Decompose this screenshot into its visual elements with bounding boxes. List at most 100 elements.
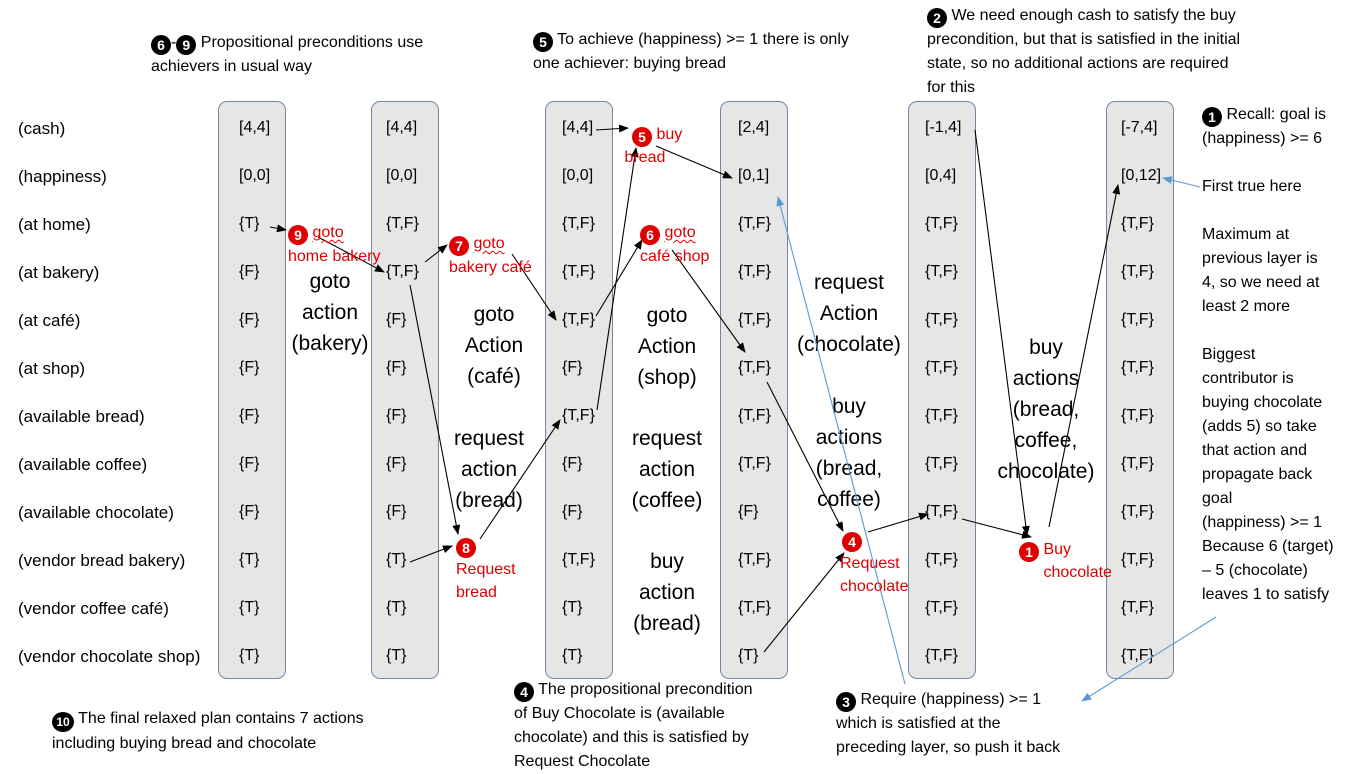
layer-cell: {T,F} — [738, 599, 771, 616]
action-request-coffee: request action (coffee) — [631, 427, 703, 512]
step-number-badge: 4 — [842, 532, 862, 552]
layer-cell: {T,F} — [925, 599, 958, 616]
layer-cell: {T,F} — [738, 263, 771, 280]
layer-cell: {T,F} — [738, 359, 771, 376]
step-number-badge: 6 — [640, 225, 660, 245]
layer-cell: {T,F} — [1121, 311, 1154, 328]
layer-cell: {T} — [562, 647, 583, 664]
row-label: (at bakery) — [18, 263, 100, 282]
layer-cell: {T} — [562, 599, 583, 616]
row-label: (cash) — [18, 119, 66, 138]
action-request-bread: request action (bread) — [453, 427, 525, 512]
note-3: 3 Require (happiness) >= 1 which is satis… — [836, 691, 1061, 756]
layer-cell: {F} — [738, 503, 759, 520]
layer-cell: [2,4] — [738, 119, 770, 136]
layer-column-2: [4,4] [0,0] {T,F} {T,F} {T,F} {F} {T,F} {F} {F} {… — [545, 101, 613, 679]
layer-cell: {F} — [386, 455, 407, 472]
layer-cell: [0,12] — [1121, 167, 1162, 184]
layer-column-5: [-7,4] [0,12] {T,F} {T,F} {T,F} {T,F} {T,F} {T,… — [1106, 101, 1174, 679]
action-request-chocolate: request Action (chocolate) — [797, 271, 901, 356]
step-4: 4 Request chocolate — [840, 532, 909, 595]
layer-cell: {T,F} — [386, 263, 419, 280]
layer-cell: {T,F} — [738, 215, 771, 232]
row-label: (happiness) — [18, 167, 107, 186]
layer-cell: {F} — [386, 359, 407, 376]
note-6-9: 6-9 Propositional preconditions use achie… — [151, 34, 424, 75]
layer-cell: [0,0] — [386, 167, 418, 184]
layer-cell: {T} — [386, 551, 407, 568]
layer-cell: {T,F} — [562, 215, 595, 232]
layer-cell: {F} — [239, 407, 260, 424]
layer-cell: {T,F} — [925, 263, 958, 280]
layer-cell: {T,F} — [386, 215, 419, 232]
note-10: 10 The final relaxed plan contains 7 act… — [52, 710, 364, 752]
layer-cell: {T,F} — [738, 311, 771, 328]
layer-cell: {T} — [386, 647, 407, 664]
action-goto-bakery: goto action (bakery) — [291, 270, 369, 355]
layer-cell: {T} — [386, 599, 407, 616]
step-1: 1 Buy chocolate — [1019, 538, 1112, 584]
step-9: 9 goto home bakery — [288, 224, 381, 265]
layer-cell: [0,0] — [239, 167, 271, 184]
step-number-badge: 9 — [288, 225, 308, 245]
row-label: (at home) — [18, 215, 91, 234]
layer-cell: {T,F} — [562, 311, 595, 328]
step-number-badge: 8 — [456, 538, 476, 558]
layer-cell: {T,F} — [738, 455, 771, 472]
layer-cell: {T,F} — [562, 407, 595, 424]
layer-cell: {T,F} — [925, 359, 958, 376]
layer-cell: {T,F} — [1121, 551, 1154, 568]
layer-cell: {T,F} — [1121, 455, 1154, 472]
action-buy-all: buy actions (bread, coffee, chocolate) — [997, 336, 1095, 483]
layer-column-0: [4,4] [0,0] {T} {F} {F} {F} {F} {F} {F} {T} {T} {T} — [218, 101, 286, 679]
note-4: 4 The propositional precondition of Buy C… — [514, 681, 753, 770]
layer-cell: {T,F} — [1121, 407, 1154, 424]
layer-cell: {T,F} — [1121, 503, 1154, 520]
layer-cell: {F} — [562, 455, 583, 472]
layer-cell: {F} — [386, 503, 407, 520]
layer-cell: [0,1] — [738, 167, 770, 184]
layer-cell: {F} — [239, 455, 260, 472]
layer-cell: [0,4] — [925, 167, 957, 184]
layer-cell: [0,0] — [562, 167, 594, 184]
action-buy-bread: buy action (bread) — [633, 550, 701, 635]
note-1: 1 Recall: goal is (happiness) >= 6 — [1202, 106, 1327, 147]
layer-cell: {T,F} — [925, 551, 958, 568]
step-5: 5 buy bread — [624, 126, 683, 166]
row-label: (vendor coffee café) — [18, 599, 169, 618]
row-label: (at shop) — [18, 359, 86, 378]
layer-cell: {T,F} — [925, 311, 958, 328]
layer-cell: [-1,4] — [925, 119, 962, 136]
layer-cell: {T,F} — [1121, 359, 1154, 376]
note-first-true: First true here — [1202, 178, 1302, 195]
layer-cell: {T,F} — [562, 551, 595, 568]
layer-cell: {T,F} — [1121, 599, 1154, 616]
layer-cell: {T,F} — [925, 647, 958, 664]
layer-cell: {T} — [738, 647, 759, 664]
layer-cell: {F} — [386, 407, 407, 424]
layer-cell: {T,F} — [738, 551, 771, 568]
step-8: 8 Request bread — [456, 538, 516, 601]
layer-cell: {F} — [562, 359, 583, 376]
note-2: 2 We need enough cash to satisfy the buy… — [927, 7, 1241, 96]
layer-cell: {T,F} — [1121, 647, 1154, 664]
layer-cell: {F} — [239, 359, 260, 376]
step-number-badge: 1 — [1019, 542, 1039, 562]
layer-cell: {T} — [239, 599, 260, 616]
note-reasoning: Maximum at previous layer is 4, so we need… — [1202, 226, 1334, 603]
action-goto-cafe: goto Action (café) — [464, 303, 524, 388]
layer-cell: {F} — [239, 263, 260, 280]
layer-cell: {T,F} — [925, 455, 958, 472]
layer-cell: {F} — [386, 311, 407, 328]
row-label: (available chocolate) — [18, 503, 174, 522]
layer-cell: [-7,4] — [1121, 119, 1158, 136]
note-5: 5 To achieve (happiness) >= 1 there is o… — [533, 31, 849, 72]
layer-cell: {T,F} — [925, 215, 958, 232]
row-label: (vendor chocolate shop) — [18, 647, 201, 666]
row-label: (available coffee) — [18, 455, 148, 474]
layer-cell: [4,4] — [562, 119, 594, 136]
step-number-badge: 7 — [449, 236, 469, 256]
layer-cell: {T,F} — [562, 263, 595, 280]
layer-cell: {T} — [239, 551, 260, 568]
layer-cell: {T,F} — [925, 503, 958, 520]
